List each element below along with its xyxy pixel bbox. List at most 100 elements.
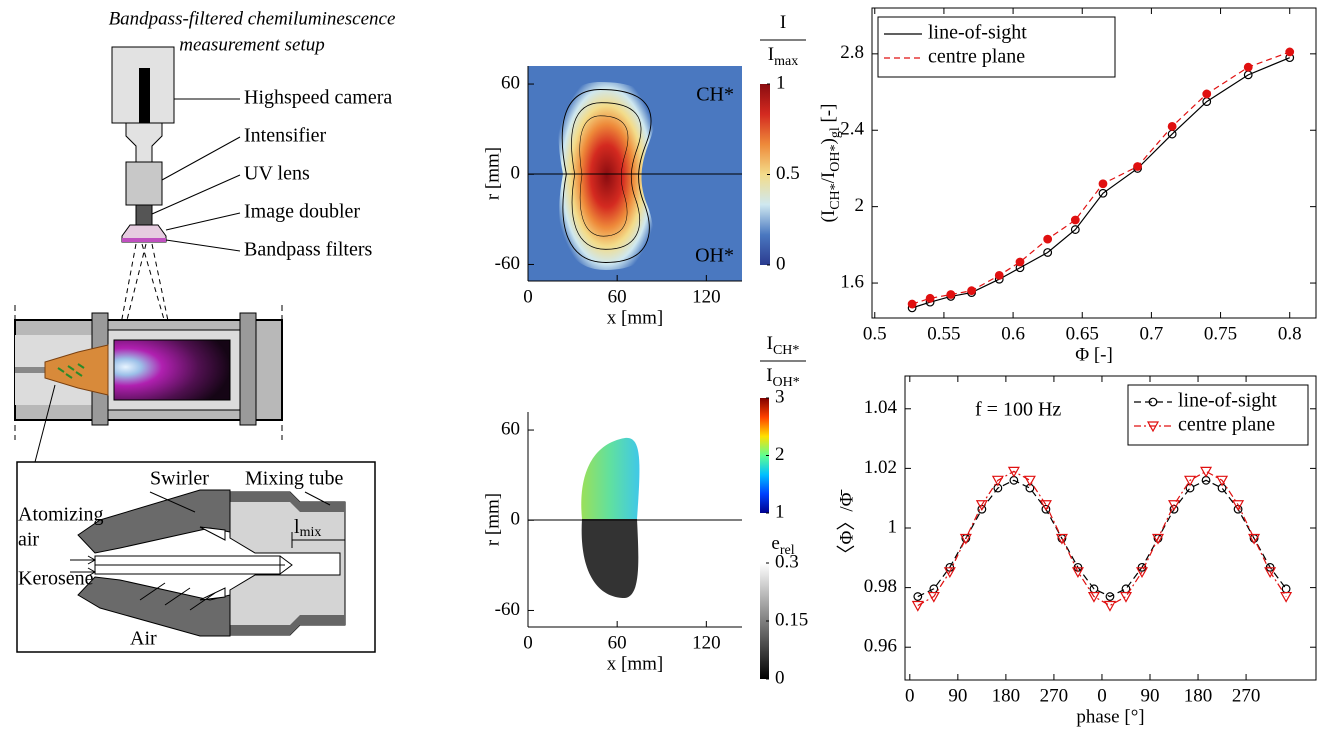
- setup-label: Highspeed camera: [244, 87, 392, 109]
- x-tick-label: 60: [608, 286, 627, 307]
- setup-label: UV lens: [244, 163, 310, 185]
- x-tick-label: 180: [992, 685, 1021, 706]
- marker: [1119, 591, 1132, 603]
- leader-line: [151, 174, 241, 215]
- lance-tip: [95, 555, 293, 575]
- marker: [1133, 162, 1142, 171]
- x-axis-label: Φ [-]: [1075, 344, 1113, 365]
- colorbar-title: Imax: [768, 44, 798, 69]
- marker: [1135, 567, 1149, 579]
- x-tick-label: 0: [905, 685, 915, 706]
- detail-label-sub: mix: [300, 525, 322, 540]
- marker: [1243, 62, 1253, 72]
- marker: [1043, 234, 1053, 244]
- error-field: [581, 519, 639, 598]
- setup-title: measurement setup: [179, 34, 324, 55]
- intensifier: [125, 161, 163, 206]
- series-line: [911, 51, 1290, 305]
- annotation: OH*: [695, 245, 734, 267]
- swirler: [77, 489, 231, 554]
- colorbar-tick-label: 3: [775, 386, 785, 407]
- text-part: I: [768, 44, 774, 65]
- marker: [991, 475, 1004, 487]
- y-tick-label: 1.6: [840, 271, 864, 292]
- series-line: [917, 470, 1287, 607]
- heatmap-field: [558, 82, 656, 270]
- annotation: f = 100 Hz: [975, 399, 1061, 421]
- marker: [1007, 466, 1020, 478]
- x-tick-label: 90: [948, 685, 967, 706]
- detail-label: Kerosene: [18, 568, 94, 590]
- marker: [975, 500, 988, 511]
- text-part: /I: [818, 172, 839, 184]
- x-tick-label: 120: [692, 286, 721, 307]
- x-axis-label: x [mm]: [607, 653, 663, 674]
- leader-line: [165, 212, 241, 231]
- y-tick-label: 0.98: [864, 576, 897, 597]
- marker: [1151, 533, 1165, 545]
- lmix-dimension: [291, 532, 345, 548]
- marker: [1023, 475, 1036, 487]
- leader-line: [304, 491, 331, 506]
- marker: [1281, 584, 1291, 594]
- y-tick-label: 1.04: [864, 397, 898, 418]
- x-tick-label: 180: [1184, 685, 1213, 706]
- detail-link: [34, 384, 56, 463]
- y-tick-label: -60: [495, 599, 520, 620]
- air-arrow: [139, 582, 216, 611]
- y-tick-label: 0.96: [864, 636, 897, 657]
- colorbar-title: IOH*: [766, 365, 800, 390]
- colorbar-title: I: [780, 12, 786, 33]
- leader-line: [149, 491, 196, 513]
- marker: [1248, 533, 1261, 545]
- marker: [1070, 225, 1080, 234]
- marker: [1103, 600, 1116, 612]
- y-tick-label: 0: [511, 163, 521, 184]
- x-tick-label: 0.6: [1001, 323, 1025, 344]
- marker: [925, 293, 935, 303]
- text-part: I: [767, 333, 773, 354]
- x-tick-label: 0.8: [1278, 323, 1302, 344]
- flange: [239, 312, 257, 426]
- x-tick-label: 0.7: [1140, 323, 1164, 344]
- detail-label: Air: [130, 628, 157, 650]
- camera-mount: [125, 122, 163, 163]
- x-tick-label: 0.75: [1204, 323, 1237, 344]
- text-part: OH*: [773, 375, 800, 390]
- y-tick-label: 1.02: [864, 457, 897, 478]
- colorbar: [760, 398, 769, 513]
- setup-label: Bandpass filters: [244, 239, 373, 261]
- ratio-field: [581, 437, 640, 519]
- detail-label: air: [18, 529, 39, 551]
- colorbar: [760, 84, 770, 265]
- marker: [1098, 179, 1108, 189]
- marker: [1280, 591, 1293, 603]
- text-part: rel: [780, 543, 795, 558]
- marker: [1184, 475, 1197, 487]
- legend-label: centre plane: [928, 46, 1025, 68]
- marker: [1216, 475, 1229, 487]
- detail-label: lmix: [294, 516, 321, 541]
- x-axis-label: x [mm]: [607, 307, 663, 328]
- y-tick-label: 60: [501, 72, 520, 93]
- colorbar-tick-label: 1: [776, 72, 786, 93]
- text-part: ): [818, 138, 839, 144]
- colorbar-tick-label: 0.5: [776, 163, 800, 184]
- view-lines: [117, 243, 173, 341]
- colorbar-title: ICH*: [767, 333, 800, 358]
- marker: [907, 299, 917, 309]
- contour: [571, 102, 642, 250]
- marker: [946, 290, 956, 299]
- marker: [1167, 122, 1177, 131]
- legend-label: line-of-sight: [1178, 390, 1277, 412]
- colorbar-title: erel: [771, 533, 794, 558]
- marker: [1041, 504, 1051, 514]
- marker: [1264, 567, 1277, 579]
- arrow: [70, 559, 95, 573]
- marker: [1039, 500, 1052, 511]
- detail-label-main: l: [294, 516, 300, 538]
- y-axis-label: (ICH*/IOH*)gl [-]: [818, 104, 843, 223]
- series-line: [917, 479, 1287, 598]
- colorbar-tick-label: 0: [776, 253, 786, 274]
